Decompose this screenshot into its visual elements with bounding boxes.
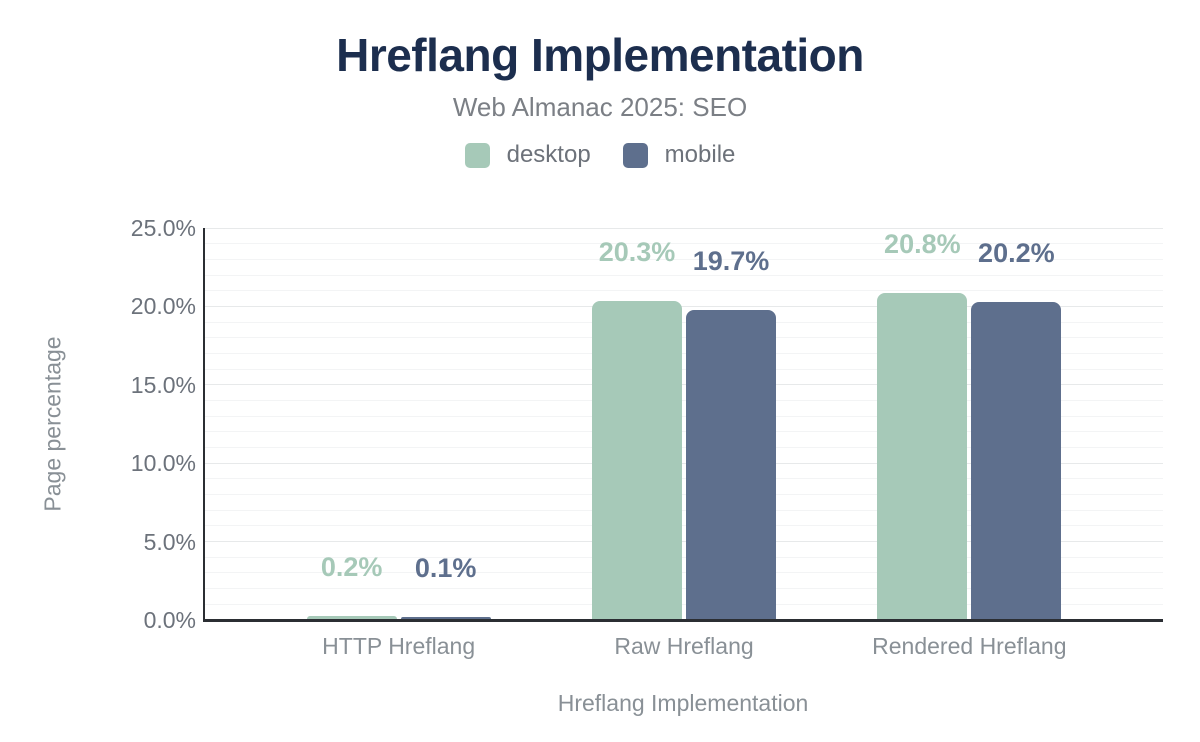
bar-mobile-0: [400, 617, 491, 619]
y-axis-title: Page percentage: [39, 336, 66, 512]
gridline-major: [205, 462, 1163, 464]
gridline-minor: [205, 368, 1163, 370]
x-category-label-0: HTTP Hreflang: [322, 633, 476, 659]
legend-item-desktop: desktop: [464, 141, 591, 169]
bar-desktop-0: [306, 615, 397, 619]
gridline-major: [205, 541, 1163, 543]
gridline-minor: [205, 525, 1163, 527]
x-axis-title: Hreflang Implementation: [557, 690, 809, 716]
gridline-major: [205, 305, 1163, 307]
value-label-mobile-1: 19.7%: [692, 246, 770, 277]
value-label-desktop-2: 20.8%: [884, 228, 961, 259]
value-label-mobile-2: 20.2%: [978, 238, 1055, 269]
gridline-minor: [205, 258, 1163, 260]
gridline-minor: [205, 478, 1163, 480]
plot-area: 0.2% 0.1% 20.3% 19.7% 20.8% 20.2%: [203, 227, 1163, 622]
legend-label: mobile: [664, 141, 736, 168]
y-tick-label: 5.0%: [143, 528, 196, 555]
gridline-minor: [205, 243, 1163, 245]
gridline-minor: [205, 588, 1163, 590]
legend-swatch-mobile: [622, 142, 648, 168]
value-label-desktop-0: 0.2%: [320, 551, 383, 582]
chart-title: Hreflang Implementation: [336, 29, 864, 81]
x-axis-line: [203, 619, 1163, 622]
gridline-minor: [205, 447, 1163, 449]
chart-legend: desktop mobile: [0, 141, 1200, 169]
bar-desktop-1: [592, 300, 682, 619]
value-label-desktop-1: 20.3%: [598, 236, 676, 267]
gridline-major: [205, 384, 1163, 386]
gridline-minor: [205, 321, 1163, 323]
gridline-minor: [205, 509, 1163, 511]
gridline-major: [205, 227, 1163, 229]
gridline-minor: [205, 352, 1163, 354]
gridline-minor: [205, 337, 1163, 339]
gridline-minor: [205, 556, 1163, 558]
legend-label: desktop: [506, 141, 591, 168]
y-tick-label: 0.0%: [143, 607, 196, 633]
gridline-minor: [205, 290, 1163, 292]
y-tick-label: 20.0%: [130, 293, 196, 320]
gridline-minor: [205, 572, 1163, 574]
y-tick-label: 15.0%: [130, 371, 196, 398]
gridline-minor: [205, 603, 1163, 605]
gridline-minor: [205, 494, 1163, 496]
gridline-minor: [205, 274, 1163, 276]
y-tick-label: 25.0%: [130, 215, 196, 241]
y-axis-line: [203, 228, 205, 620]
gridline-minor: [205, 399, 1163, 401]
value-label-mobile-0: 0.1%: [414, 553, 477, 584]
gridline-minor: [205, 415, 1163, 417]
bar-mobile-2: [971, 302, 1062, 619]
chart-subtitle: Web Almanac 2025: SEO: [452, 92, 748, 122]
x-category-label-1: Raw Hreflang: [614, 633, 754, 659]
gridline-minor: [205, 431, 1163, 433]
legend-item-mobile: mobile: [622, 141, 736, 169]
bar-desktop-2: [877, 292, 968, 619]
legend-swatch-desktop: [464, 142, 490, 168]
y-tick-label: 10.0%: [130, 450, 196, 477]
bar-mobile-1: [686, 310, 776, 619]
x-category-label-2: Rendered Hreflang: [872, 633, 1067, 659]
